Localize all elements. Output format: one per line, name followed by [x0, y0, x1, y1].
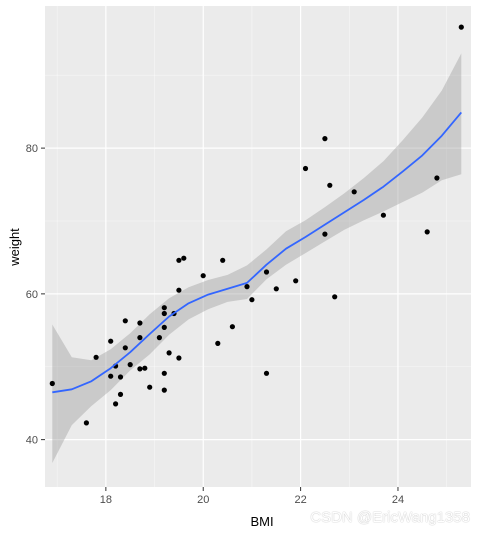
data-point — [229, 324, 235, 330]
data-point — [142, 365, 148, 371]
y-tick-label: 60 — [26, 289, 38, 301]
data-point — [161, 324, 167, 330]
data-point — [249, 297, 255, 303]
confidence-band — [52, 53, 462, 464]
data-point — [200, 273, 206, 279]
data-point — [137, 335, 143, 341]
data-point — [137, 366, 143, 372]
grid-major — [45, 6, 471, 487]
data-point — [108, 373, 114, 379]
data-point — [351, 189, 357, 195]
data-point — [215, 340, 221, 346]
x-tick-label: 20 — [197, 494, 209, 506]
data-point — [434, 175, 440, 181]
data-point — [181, 255, 187, 261]
x-axis-title: BMI — [250, 514, 273, 529]
x-tick-label: 24 — [392, 494, 404, 506]
data-point — [327, 182, 333, 188]
data-points — [49, 24, 464, 426]
data-point — [332, 294, 338, 300]
data-point — [322, 136, 328, 142]
data-point — [113, 401, 119, 407]
data-point — [322, 231, 328, 237]
data-point — [220, 257, 226, 263]
data-point — [137, 320, 143, 326]
data-point — [458, 24, 464, 30]
x-tick-label: 18 — [100, 494, 112, 506]
data-point — [108, 338, 114, 344]
data-point — [263, 370, 270, 376]
data-point — [244, 284, 250, 290]
data-point — [302, 165, 309, 172]
data-point — [117, 374, 124, 380]
data-point — [156, 335, 162, 341]
data-point — [161, 387, 167, 393]
data-point — [127, 362, 133, 368]
data-point — [161, 305, 167, 311]
data-point — [293, 278, 299, 284]
data-point — [49, 380, 55, 387]
y-tick-label: 80 — [26, 143, 38, 155]
y-axis: 40 60 80 — [26, 143, 45, 447]
data-point — [166, 350, 172, 356]
loess-line — [52, 111, 462, 394]
smooth-line — [52, 111, 462, 394]
confidence-ribbon — [52, 53, 462, 464]
data-point — [161, 370, 167, 376]
data-point — [147, 384, 153, 390]
data-point — [424, 229, 430, 235]
x-axis: 18 20 22 24 — [100, 487, 404, 506]
data-point — [273, 286, 279, 292]
data-point — [93, 354, 99, 360]
panel-background — [45, 6, 471, 487]
data-point — [176, 257, 182, 263]
watermark-text: CSDN @EricWang1358 — [310, 509, 470, 526]
data-point — [176, 355, 182, 361]
data-point — [122, 345, 128, 351]
data-point — [161, 310, 167, 317]
data-point — [263, 269, 270, 275]
data-point — [117, 391, 124, 397]
data-point — [380, 212, 386, 218]
data-point — [83, 420, 89, 426]
y-tick-label: 40 — [26, 435, 38, 447]
y-axis-title: weight — [7, 228, 22, 267]
data-point — [122, 318, 128, 324]
data-point — [176, 287, 182, 293]
x-tick-label: 22 — [294, 494, 306, 506]
